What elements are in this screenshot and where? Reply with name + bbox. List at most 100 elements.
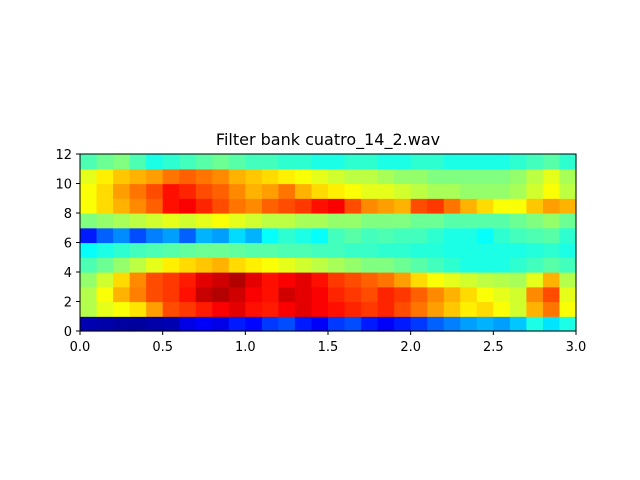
heatmap-cell	[526, 183, 544, 199]
heatmap-cell	[179, 242, 197, 258]
heatmap-cell	[162, 183, 180, 199]
heatmap-cell	[146, 183, 164, 199]
heatmap-cell	[344, 242, 362, 258]
heatmap-cell	[80, 242, 98, 258]
chart-title: Filter bank cuatro_14_2.wav	[216, 130, 440, 150]
heatmap-cell	[294, 168, 313, 185]
heatmap-cell	[245, 168, 263, 185]
heatmap-cell	[80, 183, 98, 199]
heatmap-cell	[228, 154, 246, 170]
heatmap-cell	[443, 198, 461, 214]
heatmap-cell	[509, 198, 527, 214]
heatmap-cell	[228, 272, 246, 288]
heatmap-cell	[113, 301, 131, 317]
heatmap-cell	[212, 272, 230, 288]
heatmap-cell	[443, 316, 461, 332]
x-tick-label: 0.0	[70, 340, 91, 355]
heatmap-cell	[361, 272, 379, 288]
heatmap-cell	[311, 301, 329, 317]
heatmap-cell	[542, 227, 561, 244]
heatmap-cell	[443, 227, 461, 244]
heatmap-cell	[162, 242, 180, 258]
heatmap-cell	[146, 213, 164, 229]
heatmap-cell	[410, 154, 428, 170]
heatmap-cell	[361, 242, 379, 258]
heatmap-cell	[212, 213, 230, 229]
heatmap-cell	[212, 154, 230, 170]
heatmap-cell	[493, 183, 511, 199]
heatmap-cell	[394, 242, 412, 258]
heatmap-cell	[146, 154, 164, 170]
heatmap-cell	[394, 213, 412, 229]
heatmap-cell	[146, 242, 164, 258]
heatmap-cell	[96, 301, 114, 317]
heatmap-cell	[228, 183, 246, 199]
heatmap-cell	[377, 242, 395, 258]
heatmap-cell	[460, 168, 478, 185]
heatmap-cell	[427, 242, 445, 258]
heatmap-cell	[476, 183, 494, 199]
heatmap-cell	[443, 213, 461, 229]
heatmap-cell	[394, 301, 412, 317]
heatmap-cell	[146, 316, 164, 332]
heatmap-cell	[460, 242, 478, 258]
heatmap-cell	[245, 286, 263, 303]
heatmap-cell	[311, 183, 329, 199]
heatmap-cell	[394, 257, 412, 273]
heatmap-cell	[179, 286, 197, 303]
heatmap-cell	[179, 257, 197, 273]
heatmap-cell	[245, 242, 263, 258]
heatmap-cell	[129, 286, 147, 303]
heatmap-cell	[195, 301, 213, 317]
heatmap-cell	[526, 257, 544, 273]
heatmap-cell	[195, 183, 213, 199]
heatmap-cell	[245, 316, 263, 332]
heatmap-cell	[427, 198, 445, 214]
heatmap-cell	[377, 154, 395, 170]
heatmap-cell	[212, 316, 230, 332]
heatmap-cell	[113, 257, 131, 273]
heatmap-cell	[559, 286, 577, 303]
heatmap-cell	[542, 242, 561, 258]
heatmap-cell	[129, 242, 147, 258]
heatmap-cell	[443, 242, 461, 258]
heatmap-cell	[212, 168, 230, 185]
heatmap-cell	[80, 227, 98, 244]
heatmap-cell	[146, 198, 164, 214]
heatmap-cell	[377, 198, 395, 214]
heatmap-cell	[80, 168, 98, 185]
heatmap-cell	[162, 198, 180, 214]
heatmap-cell	[493, 242, 511, 258]
heatmap-cell	[493, 272, 511, 288]
heatmap-cell	[294, 213, 313, 229]
heatmap-cell	[410, 316, 428, 332]
heatmap-cell	[261, 198, 279, 214]
heatmap-cell	[344, 257, 362, 273]
heatmap-cell	[443, 154, 461, 170]
heatmap-cell	[526, 301, 544, 317]
heatmap-cell	[278, 227, 296, 244]
heatmap-cell	[278, 198, 296, 214]
heatmap-cell	[113, 227, 131, 244]
heatmap-cell	[526, 213, 544, 229]
heatmap-cell	[344, 301, 362, 317]
heatmap-cell	[261, 154, 279, 170]
heatmap-cell	[129, 168, 147, 185]
y-tick-label: 8	[64, 207, 72, 222]
heatmap-cell	[113, 154, 131, 170]
heatmap-cell	[294, 242, 313, 258]
heatmap-cell	[361, 316, 379, 332]
y-tick-label: 10	[55, 178, 72, 193]
heatmap-cell	[443, 257, 461, 273]
heatmap-cell	[394, 168, 412, 185]
heatmap-cell	[96, 213, 114, 229]
heatmap-cell	[96, 316, 114, 332]
heatmap-cell	[361, 227, 379, 244]
heatmap-cell	[559, 183, 577, 199]
heatmap-cell	[179, 198, 197, 214]
heatmap-cell	[542, 168, 561, 185]
heatmap-cell	[162, 286, 180, 303]
heatmap-cell	[344, 198, 362, 214]
heatmap-cell	[129, 213, 147, 229]
heatmap-cell	[179, 168, 197, 185]
